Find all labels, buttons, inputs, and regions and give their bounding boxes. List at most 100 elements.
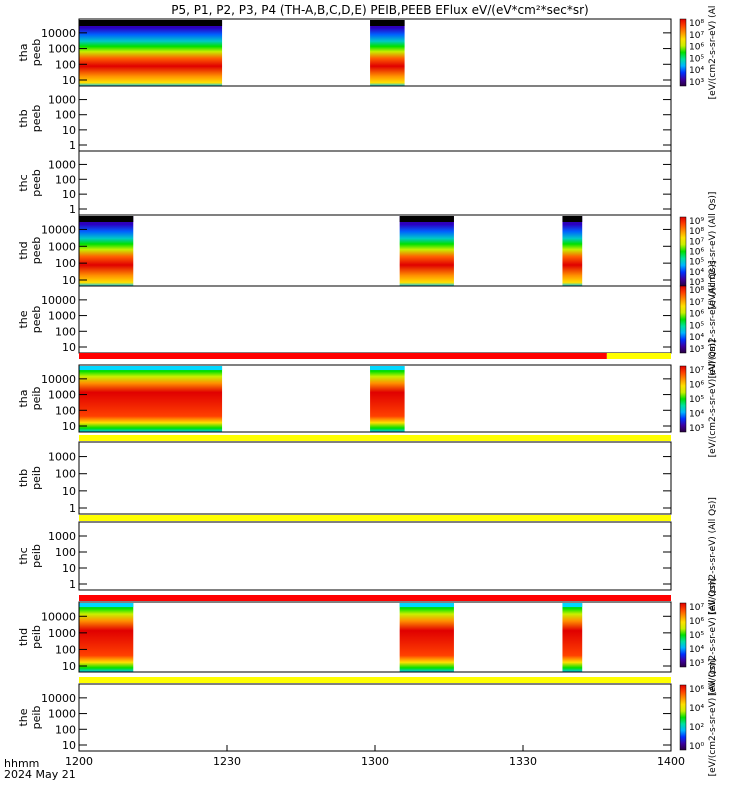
colorbar [679,602,687,668]
panel-probe-label: thb [17,469,30,487]
top-band [562,603,583,607]
spectrogram-block [399,603,454,672]
y-tick-label: 10 [62,660,76,673]
status-segment [79,677,671,683]
colorbar-tick-label: 10⁷ [689,298,704,308]
y-tick-label: 1000 [48,451,76,464]
panel-the-peib: 10 100 1000 10000 the peib 10⁰ 10² 10⁴ 10⁶ [eV/(cm… [17,659,718,777]
status-segment [79,435,671,441]
colorbar-tick-label: 10⁷ [689,31,704,41]
y-tick-label: 10000 [41,692,76,705]
colorbar-title: [eV/(cm2-s-sr-eV) (Al [708,6,718,100]
panel-probe-label: thc [17,547,30,564]
y-tick-label: 1000 [48,240,76,253]
y-tick-label: 10000 [41,373,76,386]
y-tick-label: 10 [62,739,76,752]
panel-frame [78,521,672,591]
colorbar-tick-label: 10² [689,723,704,733]
colorbar-tick-label: 10⁴ [689,333,704,343]
saturation-band [79,216,134,222]
colorbar-tick-label: 10⁷ [689,237,704,247]
colorbar-tick-label: 10⁵ [689,321,704,331]
y-tick-label: 1 [69,578,76,591]
y-tick-label: 10 [62,124,76,137]
panel-thc-peib: 1 10 100 1000 thc peib [eV/(cm2-s-sr-eV) (All … [17,497,718,615]
colorbar-tick-label: 10⁴ [689,645,704,655]
colorbar [679,285,687,354]
y-tick-label: 100 [55,546,76,559]
colorbar-title: [eV/(cm2-s-sr-eV) (All Qs)] [708,578,718,696]
colorbar [679,216,687,287]
x-tick-label: 1230 [213,755,241,768]
y-tick-label: 10 [62,485,76,498]
status-bar [79,515,671,521]
colorbar-tick-label: 10⁸ [689,227,704,237]
colorbar-tick-label: 10³ [689,659,704,669]
panel-frame [78,441,672,515]
y-tick-label: 1 [69,502,76,515]
colorbar-tick-label: 10⁷ [689,603,704,613]
spectrogram-block [370,20,405,86]
saturation-band [562,216,583,222]
saturation-band [370,20,405,26]
y-tick-label: 1000 [48,158,76,171]
y-tick-label: 10 [62,562,76,575]
y-tick-label: 100 [55,643,76,656]
y-tick-label: 100 [55,404,76,417]
panel-thb-peib: 1 10 100 1000 thb peib [17,441,672,515]
colorbar [679,684,687,751]
colorbar-tick-label: 10⁴ [689,66,704,76]
saturation-band [79,20,223,26]
colorbar-tick-label: 10⁵ [689,258,704,268]
y-tick-label: 10 [62,341,76,354]
panel-probe-label: tha [17,43,30,61]
colorbar-tick-label: 10⁹ [689,217,704,227]
status-segment [79,595,671,601]
colorbar-tick-label: 10⁵ [689,54,704,64]
colorbar-tick-label: 10⁴ [689,410,704,420]
x-tick-label: 1330 [509,755,537,768]
spectrogram-block [79,216,134,286]
panel-probe-label: tha [17,389,30,407]
colorbar-tick-label: 10⁶ [689,617,704,627]
spectrogram-block [562,216,583,286]
x-axis-date: 2024 May 21 [4,768,76,781]
y-tick-label: 100 [55,257,76,270]
status-segment [79,515,671,521]
y-tick-label: 10 [62,274,76,287]
colorbar-tick-label: 10⁶ [689,310,704,320]
colorbar-tick-label: 10⁰ [689,742,704,752]
colorbar-tick-label: 10³ [689,78,704,88]
y-tick-label: 100 [55,468,76,481]
spectrogram-block [79,603,134,672]
colorbar-tick-label: 10⁶ [689,43,704,53]
y-tick-label: 10000 [41,223,76,236]
y-tick-label: 1000 [48,43,76,56]
colorbar-tick-label: 10⁵ [689,631,704,641]
status-segment [79,353,607,359]
colorbar-tick-label: 10⁸ [689,286,704,296]
panel-type-label: peib [30,625,43,649]
colorbar-tick-label: 10⁵ [689,395,704,405]
x-tick-label: 1200 [65,755,93,768]
top-band [399,603,454,607]
top-band [370,366,405,370]
top-band [79,366,223,370]
panel-frame [78,601,672,673]
panel-type-label: peib [30,706,43,730]
colorbar [679,18,687,87]
panel-type-label: peib [30,544,43,568]
y-tick-label: 10000 [41,610,76,623]
colorbar-tick-label: 10⁶ [689,685,704,695]
panel-probe-label: the [17,310,30,328]
spectrogram-block [399,216,454,286]
colorbar [679,365,687,433]
saturation-band [399,216,454,222]
y-tick-label: 1000 [48,94,76,107]
spectrogram-block [370,366,405,432]
y-tick-label: 10 [62,420,76,433]
panel-thb-peeb: 1 10 100 1000 thb peeb [17,85,672,152]
